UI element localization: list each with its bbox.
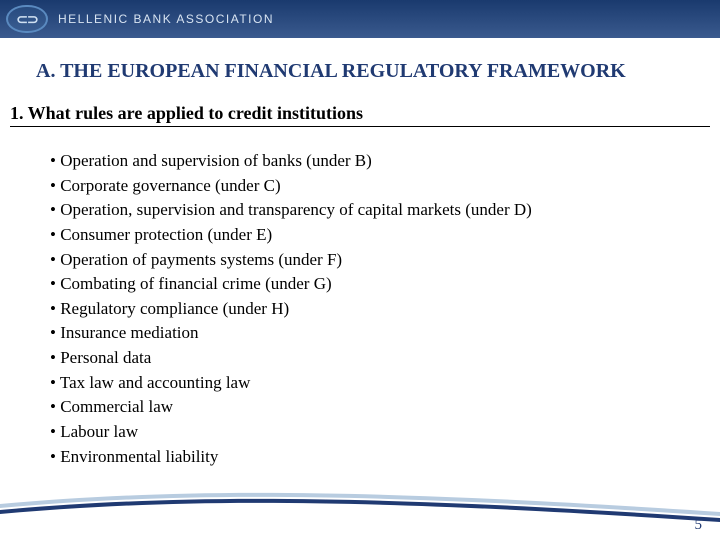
- list-item: • Labour law: [50, 420, 700, 445]
- footer-swoosh-icon: [0, 482, 720, 522]
- list-item-text: Insurance mediation: [60, 323, 198, 342]
- list-item: • Tax law and accounting law: [50, 371, 700, 396]
- list-item-text: Operation, supervision and transparency …: [60, 200, 532, 219]
- list-item: • Consumer protection (under E): [50, 223, 700, 248]
- list-item: • Regulatory compliance (under H): [50, 297, 700, 322]
- main-title: A. THE EUROPEAN FINANCIAL REGULATORY FRA…: [36, 60, 690, 83]
- list-item-text: Regulatory compliance (under H): [60, 299, 289, 318]
- title-area: A. THE EUROPEAN FINANCIAL REGULATORY FRA…: [0, 38, 720, 91]
- logo: ⊂⊃ HELLENIC BANK ASSOCIATION: [6, 5, 274, 33]
- list-item-text: Operation of payments systems (under F): [60, 250, 342, 269]
- organization-name: HELLENIC BANK ASSOCIATION: [58, 12, 274, 26]
- list-item-text: Operation and supervision of banks (unde…: [60, 151, 372, 170]
- section-subtitle: 1. What rules are applied to credit inst…: [10, 103, 710, 127]
- list-item: • Personal data: [50, 346, 700, 371]
- list-item: • Operation and supervision of banks (un…: [50, 149, 700, 174]
- list-item: • Environmental liability: [50, 445, 700, 470]
- list-item-text: Commercial law: [60, 397, 173, 416]
- logo-oval-icon: ⊂⊃: [6, 5, 48, 33]
- list-item-text: Environmental liability: [60, 447, 218, 466]
- slide-container: ⊂⊃ HELLENIC BANK ASSOCIATION A. THE EURO…: [0, 0, 720, 540]
- list-item-text: Consumer protection (under E): [60, 225, 272, 244]
- list-item-text: Tax law and accounting law: [60, 373, 250, 392]
- page-number: 5: [695, 517, 703, 534]
- subtitle-area: 1. What rules are applied to credit inst…: [0, 91, 720, 131]
- list-item: • Operation of payments systems (under F…: [50, 248, 700, 273]
- list-item: • Insurance mediation: [50, 321, 700, 346]
- list-item: • Operation, supervision and transparenc…: [50, 198, 700, 223]
- list-item-text: Corporate governance (under C): [60, 176, 280, 195]
- list-item-text: Personal data: [60, 348, 151, 367]
- logo-glyph: ⊂⊃: [16, 11, 37, 28]
- list-item: • Combating of financial crime (under G): [50, 272, 700, 297]
- bullet-list: • Operation and supervision of banks (un…: [0, 131, 720, 469]
- header-bar: ⊂⊃ HELLENIC BANK ASSOCIATION: [0, 0, 720, 38]
- list-item-text: Labour law: [60, 422, 138, 441]
- list-item: • Corporate governance (under C): [50, 174, 700, 199]
- list-item-text: Combating of financial crime (under G): [60, 274, 331, 293]
- list-item: • Commercial law: [50, 395, 700, 420]
